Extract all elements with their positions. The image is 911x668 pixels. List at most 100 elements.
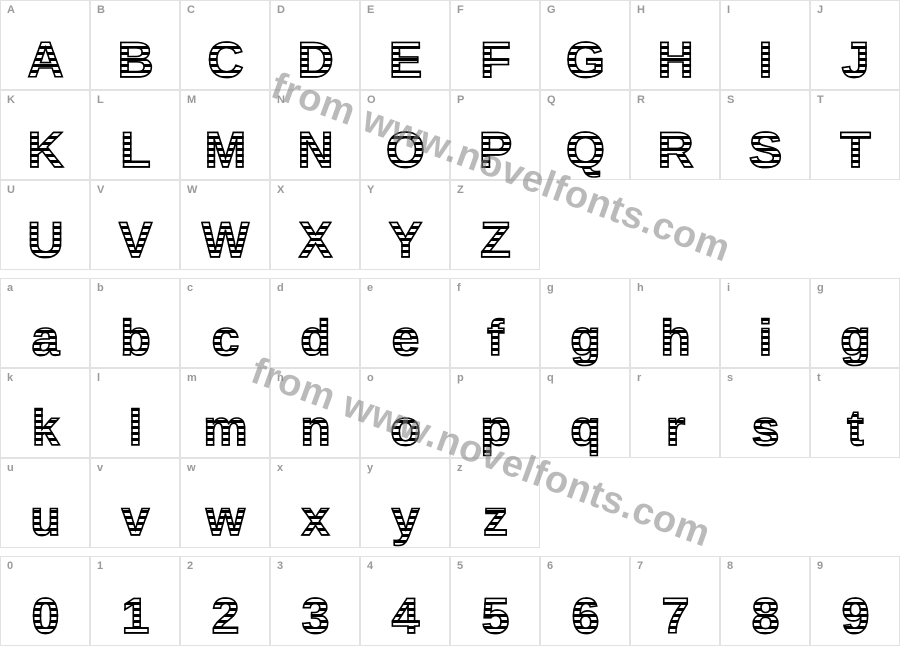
key-label: U [7,184,15,196]
key-label: b [97,282,104,294]
key-label: M [187,94,196,106]
glyph: e [392,313,419,363]
key-label: q [547,372,554,384]
key-label: Z [457,184,464,196]
glyph: 7 [662,591,689,641]
glyph: i [759,313,772,363]
key-label: A [7,4,15,16]
glyph: 0 [32,591,59,641]
char-cell: JJ [810,0,900,90]
key-label: x [277,462,283,474]
key-label: f [457,282,461,294]
char-cell: TT [810,90,900,180]
char-cell: 66 [540,556,630,646]
char-cell: 00 [0,556,90,646]
char-cell: 22 [180,556,270,646]
glyph: Q [566,125,604,175]
glyph: U [27,215,62,265]
glyph: y [392,493,419,543]
char-cell: yy [360,458,450,548]
glyph: E [389,35,421,85]
glyph: 6 [572,591,599,641]
key-label: V [97,184,104,196]
char-cell: 77 [630,556,720,646]
key-label: Y [367,184,374,196]
key-label: 7 [637,560,643,572]
key-label: G [547,4,556,16]
key-label: W [187,184,197,196]
char-cell: YY [360,180,450,270]
char-cell: HH [630,0,720,90]
key-label: p [457,372,464,384]
char-cell: FF [450,0,540,90]
char-cell: ee [360,278,450,368]
key-label: s [727,372,733,384]
key-label: E [367,4,374,16]
key-label: k [7,372,13,384]
key-label: l [97,372,100,384]
spacer-row [0,548,911,556]
char-cell: nn [270,368,360,458]
glyph: Y [389,215,421,265]
glyph: o [390,403,420,453]
char-cell: mm [180,368,270,458]
char-row: KKLLMMNNOOPPQQRRSSTT [0,90,911,180]
glyph: D [297,35,332,85]
char-cell: EE [360,0,450,90]
empty-cell [720,180,810,270]
char-cell: gg [810,278,900,368]
char-cell: ff [450,278,540,368]
glyph: l [129,403,142,453]
key-label: 0 [7,560,13,572]
glyph: g [570,313,600,363]
glyph: 9 [842,591,869,641]
char-cell: 33 [270,556,360,646]
glyph: I [759,35,772,85]
key-label: C [187,4,195,16]
glyph: L [120,125,150,175]
key-label: d [277,282,284,294]
glyph: g [840,313,870,363]
char-row: uuvvwwxxyyzz [0,458,911,548]
empty-cell [630,180,720,270]
glyph: 4 [392,591,419,641]
glyph: R [657,125,692,175]
key-label: r [637,372,641,384]
char-cell: LL [90,90,180,180]
glyph: P [479,125,511,175]
glyph: a [32,313,59,363]
char-row: UUVVWWXXYYZZ [0,180,911,270]
key-label: Q [547,94,556,106]
key-label: t [817,372,821,384]
glyph: 2 [212,591,239,641]
key-label: a [7,282,13,294]
char-cell: UU [0,180,90,270]
glyph: q [570,403,600,453]
empty-cell [630,458,720,548]
glyph: B [117,35,152,85]
key-label: 1 [97,560,103,572]
key-label: 4 [367,560,373,572]
key-label: B [97,4,105,16]
char-cell: NN [270,90,360,180]
glyph: S [749,125,781,175]
glyph: b [120,313,150,363]
char-cell: cc [180,278,270,368]
glyph: A [27,35,62,85]
empty-cell [810,458,900,548]
char-cell: ZZ [450,180,540,270]
char-cell: xx [270,458,360,548]
glyph: x [302,493,329,543]
glyph: d [300,313,330,363]
glyph: V [119,215,151,265]
empty-cell [720,458,810,548]
char-cell: XX [270,180,360,270]
glyph: H [657,35,692,85]
glyph: n [300,403,330,453]
char-cell: ww [180,458,270,548]
char-cell: CC [180,0,270,90]
glyph: 5 [482,591,509,641]
char-cell: PP [450,90,540,180]
glyph: p [480,403,510,453]
char-cell: ii [720,278,810,368]
